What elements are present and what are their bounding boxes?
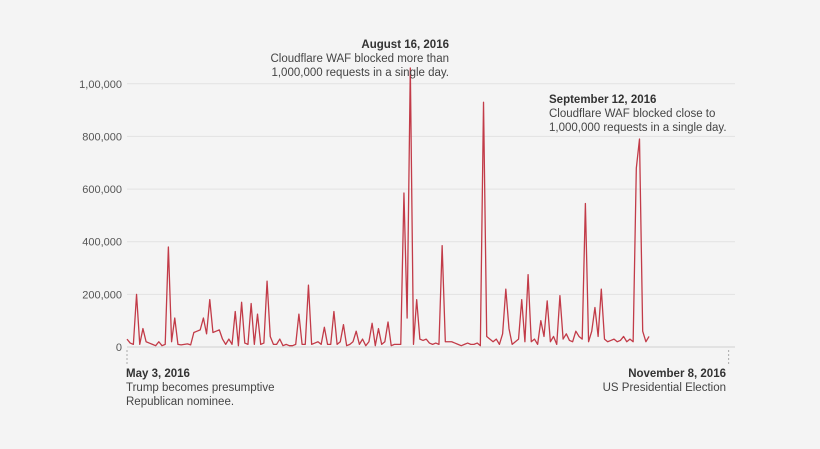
event-markers [126, 350, 730, 365]
annotation-title: August 16, 2016 [361, 39, 449, 51]
y-tick-label: 600,000 [82, 184, 122, 196]
annotation-text: Cloudflare WAF blocked more than [270, 53, 449, 65]
series-layer [126, 67, 650, 347]
annotation-nov8: November 8, 2016 US Presidential Election [603, 368, 726, 394]
annotation-text: Cloudflare WAF blocked close to [549, 108, 715, 120]
y-tick-label: 200,000 [82, 289, 122, 301]
series-line [126, 67, 650, 347]
annotation-may3: May 3, 2016 Trump becomes presumptive Repu… [126, 368, 275, 408]
annotation-title: May 3, 2016 [126, 368, 190, 380]
annotation-title: September 12, 2016 [549, 94, 656, 106]
y-tick-label: 0 [116, 342, 122, 354]
grid-layer [127, 83, 735, 348]
annotation-sep12: September 12, 2016 Cloudflare WAF blocked… [549, 94, 727, 134]
annotation-text: Trump becomes presumptive [126, 382, 275, 394]
annotation-text: 1,000,000 requests in a single day. [271, 67, 449, 79]
annotation-text: US Presidential Election [603, 382, 726, 394]
annotation-aug16: August 16, 2016 Cloudflare WAF blocked mo… [270, 39, 449, 79]
annotations: May 3, 2016 Trump becomes presumptive Repu… [126, 39, 727, 408]
annotation-text: 1,000,000 requests in a single day. [549, 122, 727, 134]
y-tick-label: 1,00,000 [79, 79, 122, 91]
annotation-title: November 8, 2016 [628, 368, 726, 380]
y-tick-label: 800,000 [82, 131, 122, 143]
y-axis: 0 200,000 400,000 600,000 800,000 1,00,000 [79, 79, 122, 354]
annotation-text: Republican nominee. [126, 396, 234, 408]
y-tick-label: 400,000 [82, 237, 122, 249]
